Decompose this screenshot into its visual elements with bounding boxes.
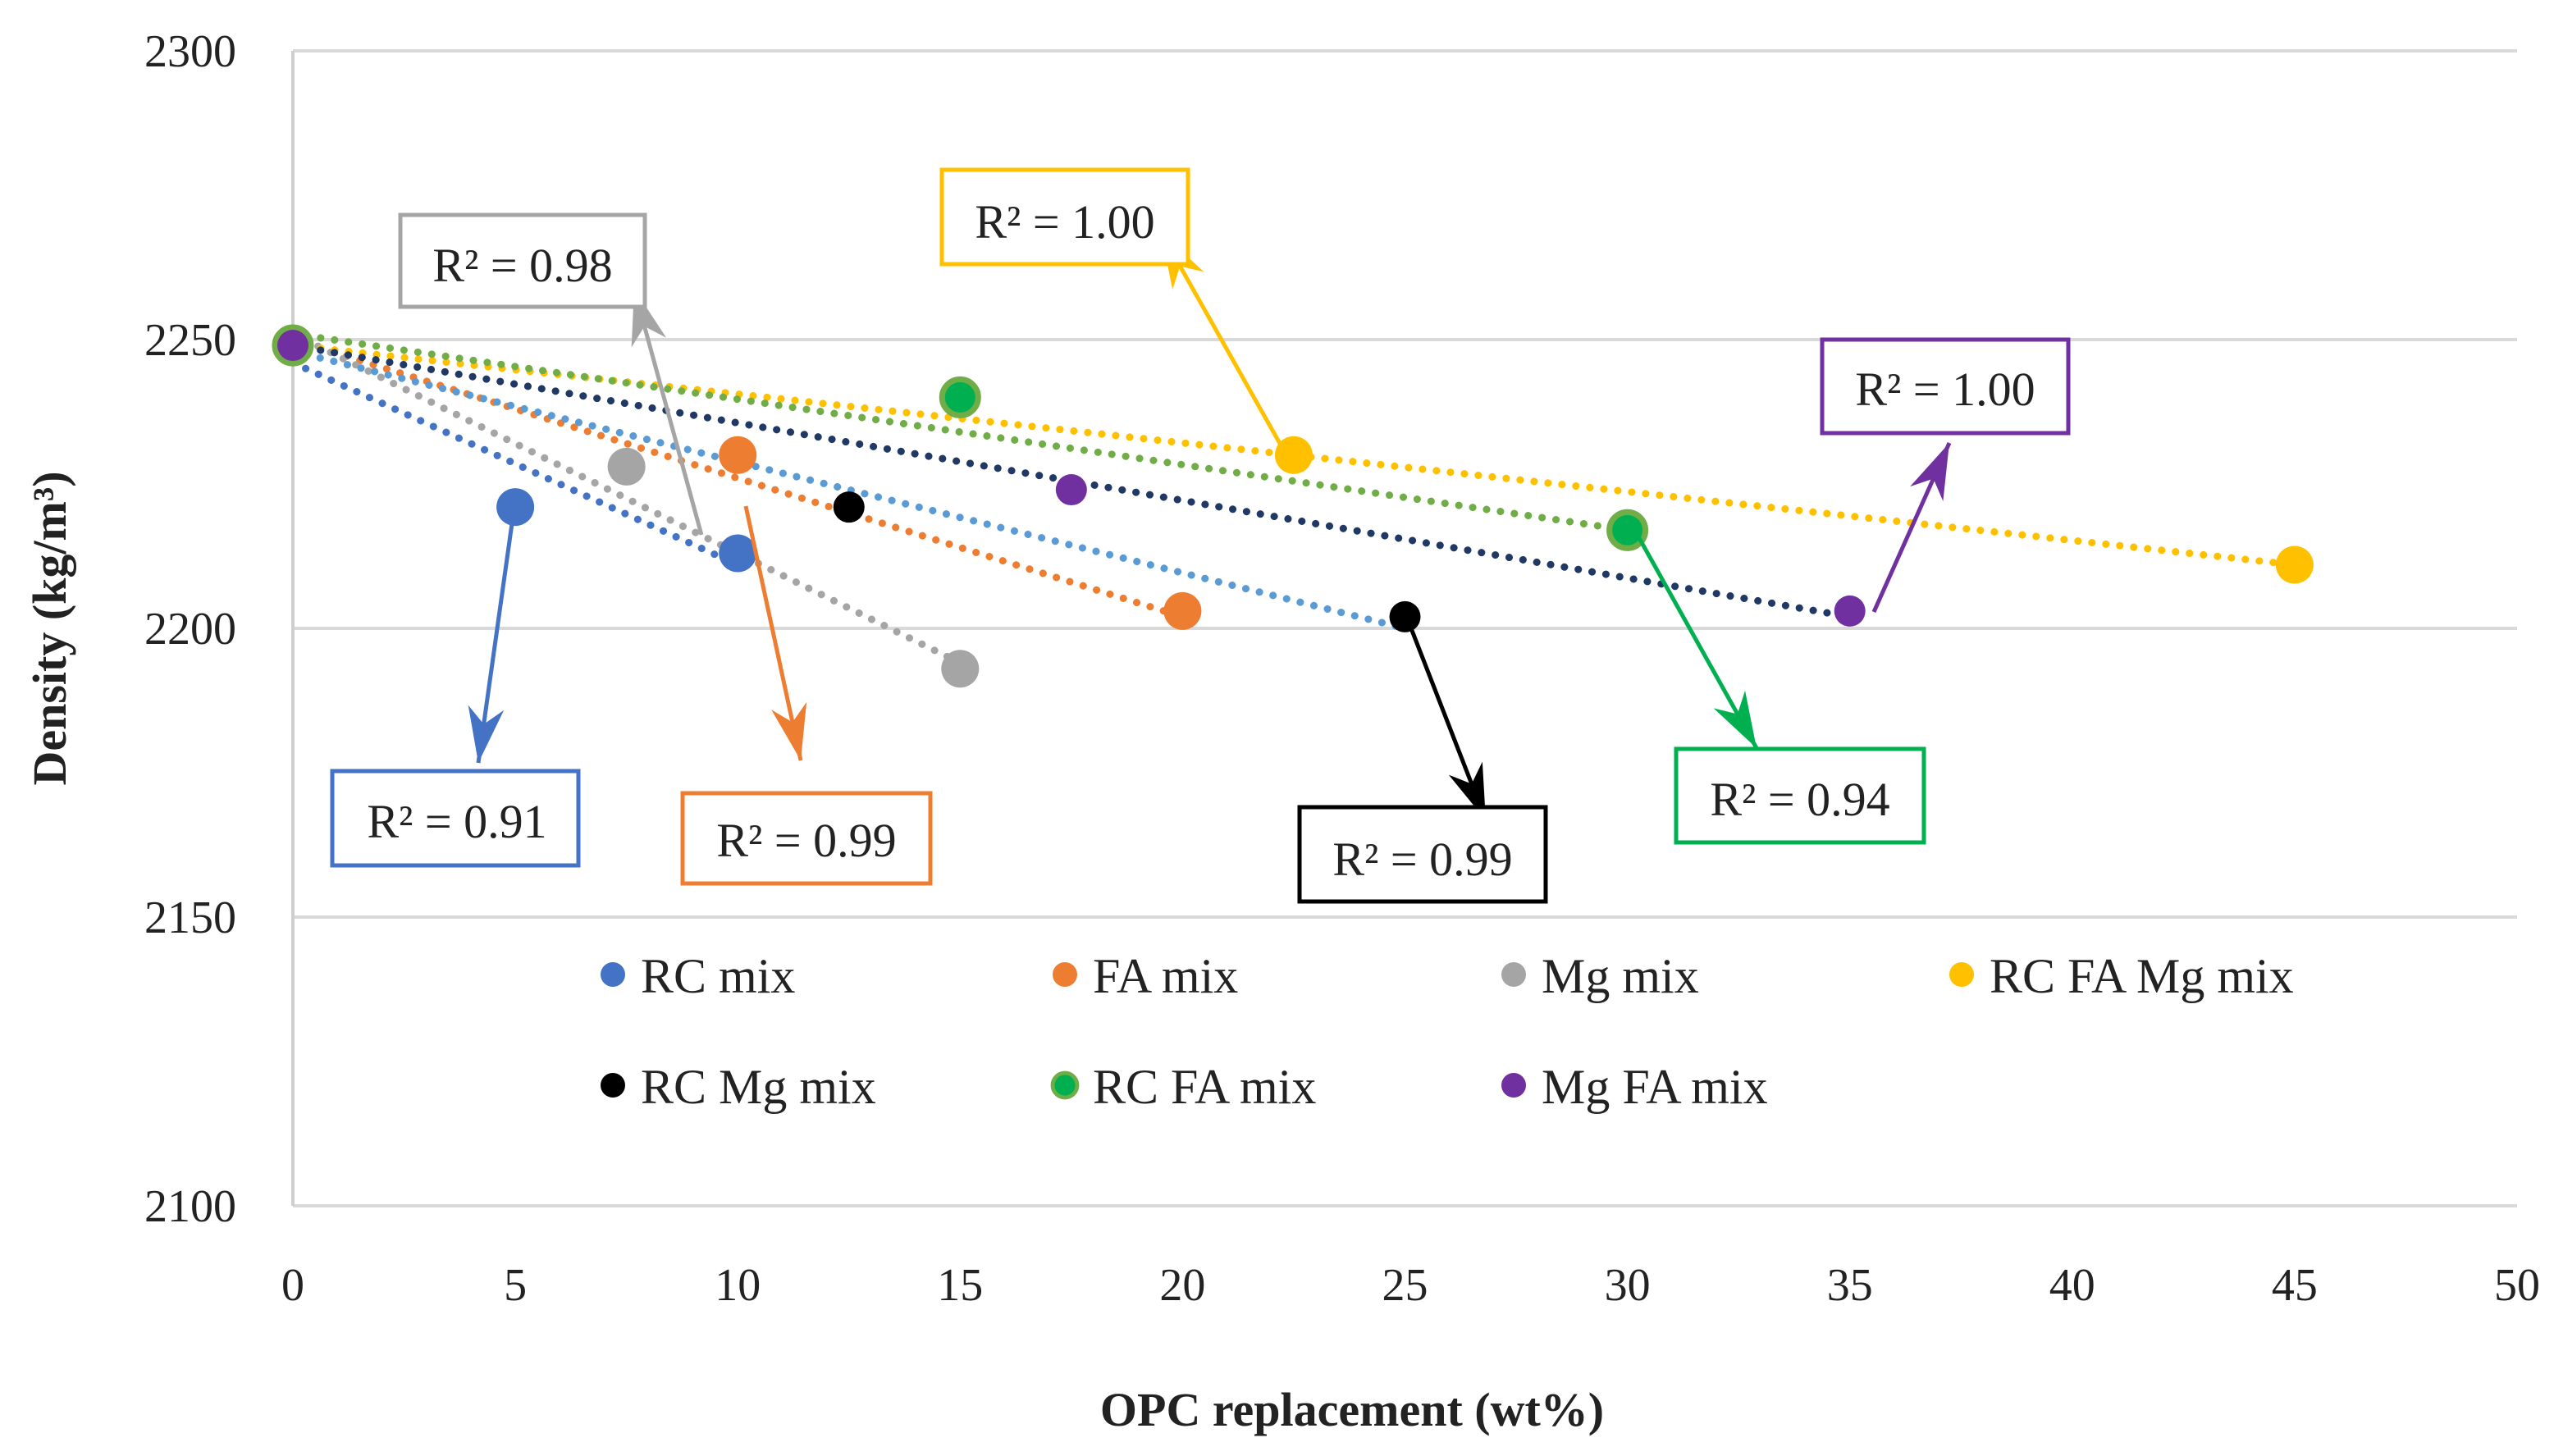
x-tick-label: 5 (504, 1260, 527, 1311)
point-fa-mix (1163, 591, 1202, 630)
point-rc-fa-mg-mix (1274, 436, 1313, 474)
r2-box-rc-fa-mg-mix (939, 167, 1190, 267)
x-tick-label: 35 (1827, 1260, 1873, 1311)
y-tick-label: 2250 (144, 315, 236, 366)
legend-marker-rc-mix (601, 962, 625, 987)
point-mg-fa-mix (277, 330, 308, 362)
data-points (272, 324, 2314, 688)
y-axis-title: Density (kg/m³) (23, 471, 76, 785)
arrowhead-rc-mix (468, 705, 505, 763)
trendline-rc-fa-mix (289, 330, 1632, 534)
x-tick-label: 0 (281, 1260, 304, 1311)
trendline-rc-mg-mix (289, 347, 1409, 632)
r2-label-mg-fa-mix: R² = 1.00 (1855, 363, 2035, 416)
arrow-line-mg-mix (632, 288, 704, 536)
point-rc-fa-mg-mix (2275, 545, 2314, 584)
y-tick-label: 2100 (144, 1181, 236, 1232)
legend-marker-fa-mix (1053, 962, 1077, 987)
arrow-line-fa-mix (743, 505, 803, 761)
legend-label-rc-mix: RC mix (641, 949, 795, 1003)
r2-box-fa-mix (680, 791, 933, 886)
r2-label-fa-mix: R² = 0.99 (716, 814, 896, 867)
arrow-line-rc-fa-mix (1633, 529, 1759, 750)
legend-label-rc-fa-mix: RC FA mix (1093, 1060, 1316, 1114)
x-tick-label: 20 (1159, 1260, 1205, 1311)
r2-box-rc-fa-mix (1674, 746, 1926, 845)
r2-label-rc-mg-mix: R² = 0.99 (1332, 833, 1512, 886)
x-tick-label: 25 (1382, 1260, 1428, 1311)
arrowhead-mg-fa-mix (1910, 443, 1949, 502)
x-tick-label: 40 (2049, 1260, 2095, 1311)
legend-marker-mg-mix (1501, 962, 1526, 987)
point-rc-fa-mix (939, 376, 981, 418)
y-tick-label: 2150 (144, 892, 236, 943)
point-rc-fa-mix (1606, 509, 1649, 551)
r2-label-rc-fa-mix: R² = 0.94 (1710, 773, 1889, 826)
r2-label-rc-mix: R² = 0.91 (367, 795, 546, 848)
y-tick-labels: 2100 2150 2200 2250 2300 (144, 26, 236, 1232)
legend-label-rc-fa-mg-mix: RC FA Mg mix (1990, 949, 2294, 1003)
trendline-rc-mix (289, 358, 742, 569)
arrowhead-rc-fa-mix (1713, 690, 1757, 748)
legend-label-rc-mg-mix: RC Mg mix (641, 1060, 876, 1114)
r2-label-rc-fa-mg-mix: R² = 1.00 (975, 195, 1154, 249)
point-rc-mg-mix (833, 491, 865, 523)
point-fa-mix (719, 436, 757, 474)
r2-annotations: R² = 0.91 R² = 0.99 R² = 0.98 R² = 1.00 R² =… (330, 167, 2071, 904)
point-mg-mix (607, 447, 646, 486)
legend-marker-mg-fa-mix (1501, 1073, 1526, 1098)
r2-box-rc-mg-mix (1297, 805, 1548, 904)
r2-box-rc-mix (330, 769, 581, 868)
point-mg-mix (941, 650, 980, 688)
legend: RC mix FA mix Mg mix RC FA Mg mix RC Mg mix R… (601, 949, 2294, 1114)
arrowhead-fa-mix (771, 701, 807, 760)
x-tick-label: 45 (2272, 1260, 2318, 1311)
trendline-mg-fa-mix (289, 341, 1854, 621)
legend-marker-rc-mg-mix (601, 1073, 625, 1098)
arrow-line-rc-fa-mg-mix (1158, 230, 1285, 450)
point-mg-fa-mix (1055, 474, 1087, 506)
legend-marker-rc-fa-mg-mix (1949, 962, 1974, 987)
x-tick-label: 30 (1605, 1260, 1651, 1311)
x-tick-labels: 0 5 10 15 20 25 30 35 40 45 50 (281, 1260, 2540, 1311)
x-tick-label: 15 (937, 1260, 983, 1311)
legend-label-fa-mix: FA mix (1093, 949, 1238, 1003)
r2-box-mg-mix (398, 212, 647, 309)
x-tick-label: 10 (715, 1260, 761, 1311)
x-axis-title: OPC replacement (wt%) (1100, 1383, 1604, 1436)
arrow-line-rc-mix (476, 505, 517, 764)
x-tick-label: 50 (2494, 1260, 2540, 1311)
trendline-mg-mix (289, 330, 964, 667)
legend-marker-rc-fa-mix (1050, 1070, 1080, 1100)
y-tick-label: 2300 (144, 26, 236, 77)
y-tick-label: 2200 (144, 604, 236, 655)
point-rc-mix (719, 534, 757, 573)
r2-box-mg-fa-mix (1820, 337, 2071, 436)
point-mg-fa-mix (1834, 595, 1866, 627)
r2-label-mg-mix: R² = 0.98 (432, 239, 612, 292)
legend-label-mg-fa-mix: Mg FA mix (1542, 1060, 1768, 1114)
legend-label-mg-mix: Mg mix (1542, 949, 1699, 1003)
